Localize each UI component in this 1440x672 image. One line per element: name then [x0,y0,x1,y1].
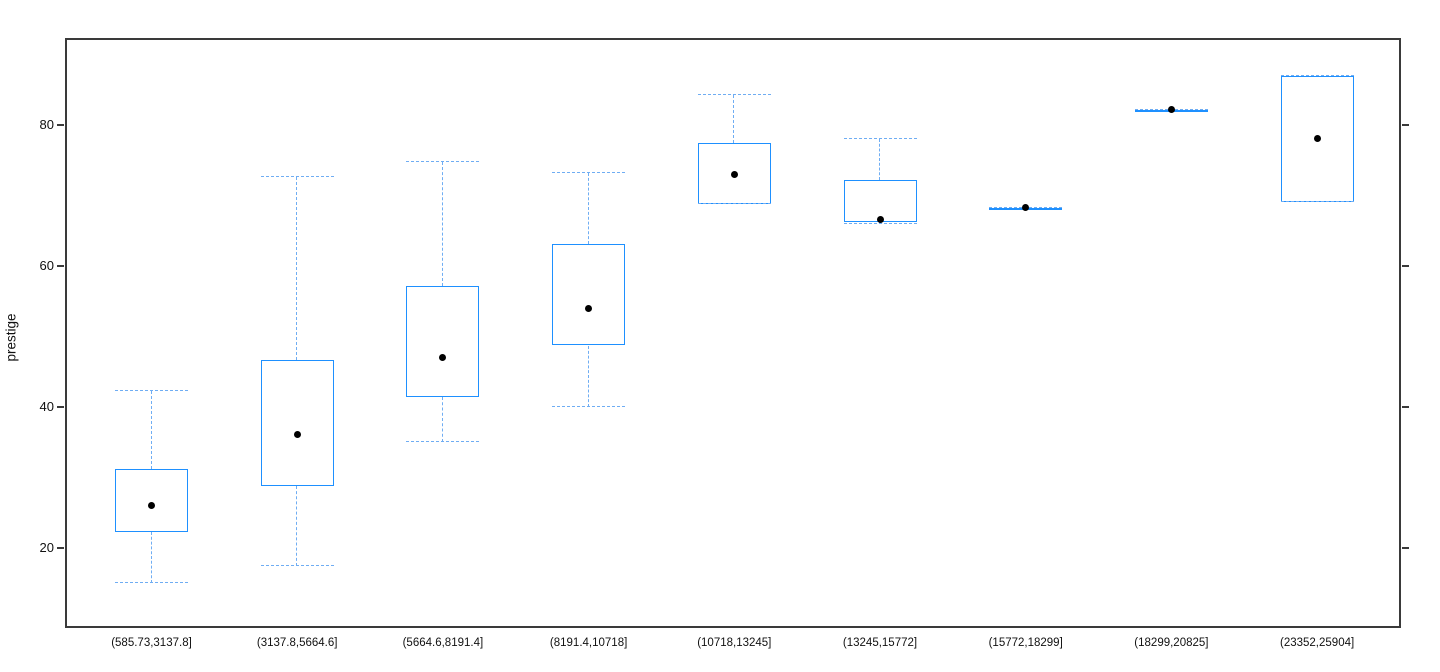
whisker-cap-upper [406,160,480,162]
x-category-label: (585.73,3137.8] [111,637,192,649]
x-category-label: (15772,18299] [988,637,1063,649]
whisker-cap-upper [1280,75,1354,77]
x-category-label: (5664.6,8191.4] [402,637,484,649]
whisker-lower [441,396,443,442]
whisker-cap-upper [115,390,188,392]
whisker-lower [296,485,298,566]
whisker-lower [879,221,880,225]
x-category-label: (13245,15772] [842,637,918,649]
box-iqr [260,360,334,486]
whisker-cap-lower [115,581,188,583]
whisker-upper [150,391,152,470]
y-axis-tick [57,264,64,267]
mean-point [293,431,301,439]
whisker-upper [733,94,735,144]
whisker-upper [879,139,880,180]
whisker-cap-upper [552,171,626,173]
y-axis-tick-right [1402,546,1409,549]
y-axis-tick [57,546,64,549]
whisker-cap-lower [260,565,334,566]
mean-point [876,215,884,223]
box-iqr [843,179,917,222]
whisker-cap-upper [697,93,771,95]
y-tick-label: 60 [39,257,54,273]
y-axis-tick-right [1402,264,1409,267]
whisker-lower [587,345,589,407]
mean-point [1313,134,1321,142]
mean-point [439,353,447,361]
y-tick-label: 80 [39,117,54,132]
y-axis-tick [57,124,64,126]
whisker-cap-upper [260,176,334,178]
y-tick-label: 40 [39,398,54,414]
whisker-upper [587,172,589,245]
mean-point [1022,203,1030,211]
x-category-label: (23352,25904] [1280,637,1355,649]
plot-frame [65,38,1401,628]
whisker-lower [150,532,152,583]
y-axis-tick-right [1402,405,1409,408]
whisker-cap-lower [552,405,626,407]
whisker-cap-lower [843,223,917,225]
box-iqr [406,285,480,397]
y-axis-tick-right [1402,124,1409,126]
mean-point [730,170,738,178]
x-category-label: (8191.4,10718] [549,637,628,649]
box-iqr [552,244,626,346]
mean-point [1167,106,1175,113]
whisker-cap-lower [697,202,771,204]
whisker-cap-lower [1280,201,1354,203]
y-tick-label: 20 [39,539,54,555]
whisker-upper [441,161,443,286]
whisker-upper [296,177,298,361]
y-axis-tick [57,405,64,408]
mean-point [585,304,593,312]
whisker-cap-upper [843,138,917,140]
x-category-label: (18299,20825] [1134,637,1209,649]
box-iqr [115,469,188,533]
x-category-label: (10718,13245] [697,637,772,649]
whisker-cap-lower [406,441,480,443]
y-axis-title: prestige [3,313,19,362]
x-category-label: (3137.8,5664.6] [256,637,338,649]
mean-point [148,501,155,509]
